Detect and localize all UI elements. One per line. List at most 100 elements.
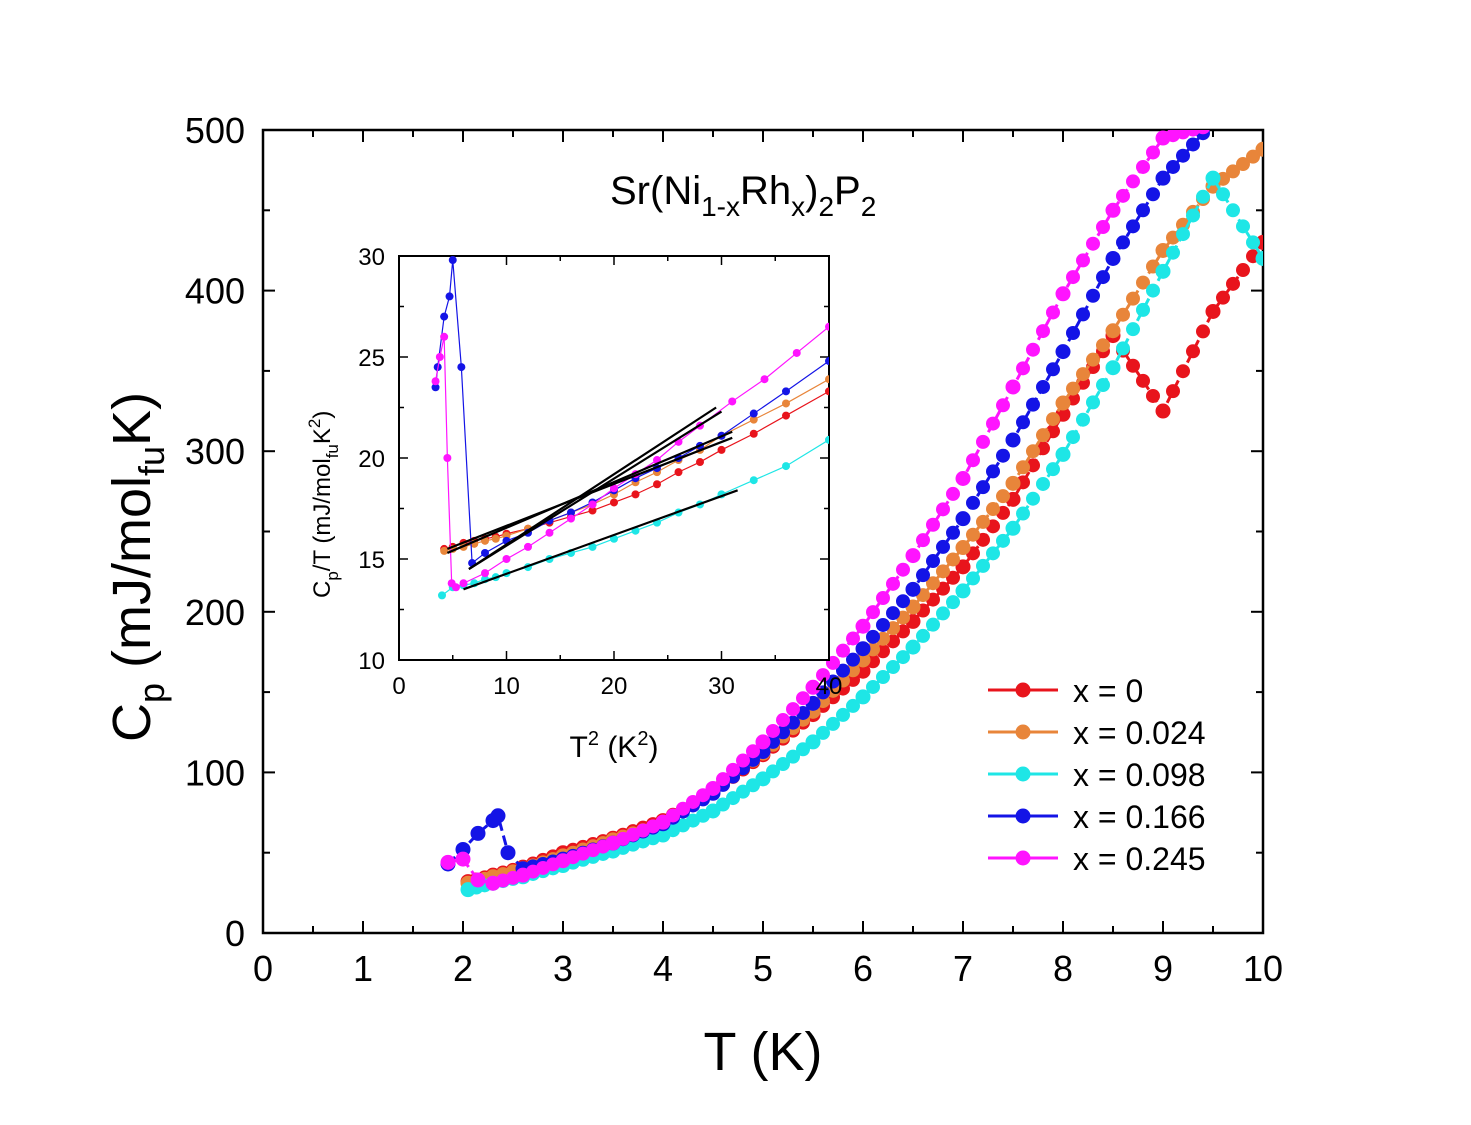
data-point bbox=[1126, 219, 1140, 234]
data-point bbox=[836, 663, 850, 678]
data-point bbox=[1255, 250, 1263, 266]
data-point bbox=[855, 618, 871, 634]
data-point bbox=[776, 757, 790, 772]
data-point bbox=[1055, 395, 1071, 411]
data-point bbox=[1226, 276, 1240, 291]
data-point bbox=[1016, 361, 1030, 376]
inset-data-point bbox=[749, 415, 758, 424]
legend-label: x = 0.098 bbox=[1073, 757, 1206, 793]
data-point bbox=[926, 617, 940, 632]
inset-data-point bbox=[567, 514, 575, 523]
data-point bbox=[1226, 110, 1240, 124]
legend: x = 0 x = 0.024 x = 0.098 x = 0.166 x = 0.24… bbox=[988, 673, 1206, 877]
inset-data-point bbox=[435, 353, 444, 361]
data-point bbox=[1086, 395, 1100, 410]
data-point bbox=[1126, 174, 1140, 189]
data-point bbox=[1046, 305, 1060, 320]
data-point bbox=[846, 631, 860, 646]
data-point bbox=[1186, 130, 1200, 137]
data-point bbox=[1136, 302, 1150, 317]
data-point bbox=[1226, 164, 1240, 179]
inset-data-point bbox=[610, 484, 618, 493]
data-point bbox=[876, 590, 890, 605]
data-point bbox=[1105, 250, 1121, 266]
x-tick-label: 3 bbox=[553, 948, 573, 989]
data-point bbox=[846, 663, 860, 678]
inset-y-tick-label: 15 bbox=[358, 547, 385, 574]
legend-label: x = 0.245 bbox=[1073, 841, 1206, 877]
data-point bbox=[1046, 462, 1060, 477]
data-point bbox=[805, 734, 821, 750]
inset-data-point bbox=[438, 591, 446, 600]
inset-data-point bbox=[588, 542, 597, 551]
inset-data-point bbox=[431, 383, 440, 392]
data-point bbox=[1005, 475, 1021, 491]
data-point bbox=[1026, 342, 1040, 357]
data-point bbox=[1146, 145, 1160, 160]
inset-y-tick-label: 20 bbox=[358, 446, 385, 473]
data-point bbox=[686, 794, 700, 809]
data-point bbox=[1146, 283, 1160, 298]
data-point bbox=[996, 489, 1010, 504]
inset-series-line bbox=[434, 326, 829, 589]
data-point bbox=[1146, 187, 1160, 202]
inset-data-point bbox=[588, 500, 597, 509]
data-point bbox=[996, 533, 1010, 548]
data-point bbox=[886, 576, 900, 591]
data-point bbox=[1096, 378, 1110, 393]
data-point bbox=[805, 679, 821, 695]
data-point bbox=[886, 660, 900, 675]
inset-data-point bbox=[631, 490, 640, 499]
data-point bbox=[836, 643, 850, 658]
inset-data-point bbox=[459, 579, 468, 588]
inset-plot-frame bbox=[398, 255, 830, 661]
data-point bbox=[955, 540, 971, 556]
x-tick-label: 4 bbox=[653, 948, 673, 989]
data-point bbox=[1076, 253, 1090, 268]
data-point bbox=[1116, 188, 1130, 203]
data-point bbox=[916, 568, 930, 583]
data-point bbox=[1236, 157, 1250, 172]
x-tick-label: 1 bbox=[353, 948, 373, 989]
inset-y-axis-label: Cp/T (mJ/molfuK2) bbox=[305, 411, 342, 598]
data-point bbox=[1076, 367, 1090, 382]
data-point bbox=[676, 801, 690, 816]
data-point bbox=[826, 674, 840, 689]
data-point bbox=[905, 581, 921, 597]
data-point bbox=[1086, 352, 1100, 367]
data-point bbox=[1155, 403, 1171, 419]
y-tick-label: 500 bbox=[185, 110, 245, 151]
data-point bbox=[855, 689, 871, 705]
inset-data-point bbox=[674, 468, 683, 477]
data-point bbox=[866, 679, 880, 694]
inset-data-point bbox=[782, 387, 790, 396]
data-point bbox=[1005, 379, 1021, 395]
inset-data-point bbox=[610, 498, 618, 507]
data-point bbox=[1105, 202, 1121, 218]
x-tick-label: 2 bbox=[453, 948, 473, 989]
data-point bbox=[1036, 476, 1050, 491]
legend-marker bbox=[1015, 724, 1031, 740]
data-point bbox=[470, 872, 486, 888]
data-point bbox=[946, 525, 960, 540]
data-point bbox=[755, 771, 771, 787]
data-point bbox=[1196, 324, 1210, 339]
x-tick-label: 0 bbox=[253, 948, 273, 989]
inset-data-point bbox=[825, 375, 829, 384]
data-point bbox=[1136, 159, 1150, 174]
data-point bbox=[455, 851, 471, 867]
inset-data-point bbox=[696, 458, 704, 467]
legend-label: x = 0 bbox=[1073, 673, 1143, 709]
data-point bbox=[1076, 412, 1090, 427]
data-point bbox=[746, 744, 760, 759]
legend-marker bbox=[1015, 682, 1031, 698]
data-point bbox=[876, 670, 890, 685]
legend-item: x = 0.024 bbox=[988, 715, 1206, 751]
data-point bbox=[1155, 263, 1171, 279]
inset-x-tick-label: 10 bbox=[493, 673, 520, 700]
data-point bbox=[796, 691, 810, 706]
data-point bbox=[1055, 446, 1071, 462]
inset-x-tick-label: 30 bbox=[708, 673, 735, 700]
x-tick-label: 6 bbox=[853, 948, 873, 989]
